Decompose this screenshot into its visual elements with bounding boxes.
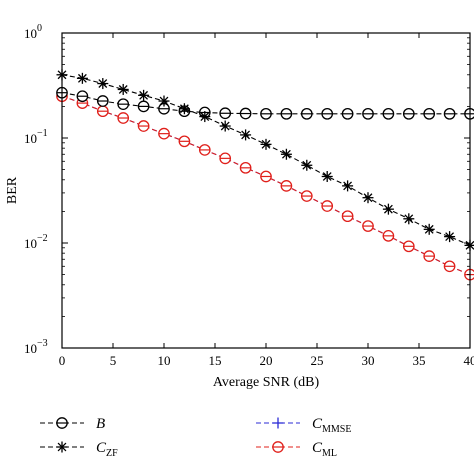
data-point-CML xyxy=(96,105,109,118)
legend-marker-CMMSE xyxy=(272,417,284,429)
legend-label-sub: ML xyxy=(322,448,337,459)
y-tick-exponent: −2 xyxy=(37,233,48,244)
data-point-CZF xyxy=(199,111,211,123)
x-tick-label: 35 xyxy=(413,353,426,368)
data-point-B xyxy=(280,107,293,120)
legend-label: CML xyxy=(312,440,337,459)
legend-label-main: B xyxy=(96,416,105,432)
data-point-CZF xyxy=(76,72,88,84)
x-axis-ticks: 0 5 10 15 20 25 30 35 40 xyxy=(59,33,474,368)
data-point-CML xyxy=(321,200,334,212)
data-point-B xyxy=(96,95,109,107)
data-point-CZF xyxy=(138,89,150,101)
x-tick-label: 20 xyxy=(260,353,273,368)
data-point-CML xyxy=(300,190,313,202)
data-point-B xyxy=(239,107,252,120)
data-point-B xyxy=(300,107,313,120)
data-point-CZF xyxy=(321,170,333,182)
data-point-CML xyxy=(137,120,150,132)
data-point-CML xyxy=(178,135,191,148)
data-point-CML xyxy=(260,170,272,183)
legend-item-B: B xyxy=(40,416,105,432)
data-point-B xyxy=(260,107,272,120)
data-point-CML xyxy=(158,127,170,140)
data-point-CZF xyxy=(423,223,435,235)
data-point-B xyxy=(158,102,170,115)
legend-marker-CZF xyxy=(56,441,68,453)
data-point-CZF xyxy=(444,231,456,243)
data-point-CML xyxy=(341,210,354,223)
y-tick-exponent: −1 xyxy=(37,128,48,139)
data-point-CML xyxy=(280,180,293,192)
x-tick-label: 10 xyxy=(158,353,171,368)
y-tick-exponent: 0 xyxy=(37,23,42,34)
x-tick-label: 25 xyxy=(311,353,324,368)
data-point-CZF xyxy=(178,103,190,115)
legend-label-sub: ZF xyxy=(106,448,118,459)
data-point-CML xyxy=(443,260,456,273)
data-point-CZF xyxy=(158,95,170,107)
data-point-CZF xyxy=(117,83,129,95)
legend-item-CMMSE: CMMSE xyxy=(256,416,351,435)
data-point-CML xyxy=(402,240,415,253)
data-point-B xyxy=(382,107,395,120)
data-point-CML xyxy=(239,161,252,174)
data-point-CML xyxy=(198,144,211,156)
data-point-B xyxy=(362,107,374,120)
y-axis-label: BER xyxy=(5,176,20,204)
data-point-B xyxy=(117,98,130,111)
data-point-CZF xyxy=(219,120,231,132)
data-point-CZF xyxy=(301,159,313,171)
legend-marker-CML xyxy=(272,441,284,453)
y-tick-exponent: −3 xyxy=(37,338,48,349)
series-B xyxy=(56,86,474,120)
data-point-B xyxy=(137,100,150,113)
data-point-CZF xyxy=(97,78,109,90)
data-point-CZF xyxy=(260,138,272,150)
data-point-CZF xyxy=(382,203,394,215)
data-point-B xyxy=(443,107,456,120)
legend-label-main: C xyxy=(312,416,323,432)
x-tick-label: 0 xyxy=(59,353,66,368)
legend-label-sub: MMSE xyxy=(322,424,351,435)
data-point-B xyxy=(76,90,89,103)
x-tick-label: 5 xyxy=(110,353,117,368)
data-point-CML xyxy=(382,229,395,242)
data-point-CZF xyxy=(362,192,374,204)
plot-area xyxy=(56,69,474,281)
x-tick-label: 40 xyxy=(464,353,474,368)
legend-label: B xyxy=(96,416,105,432)
legend-label-main: C xyxy=(96,440,107,456)
legend-marker-B xyxy=(56,417,68,429)
data-point-CML xyxy=(117,112,130,124)
data-point-CML xyxy=(362,220,374,232)
data-point-CZF xyxy=(342,180,354,192)
data-point-B xyxy=(423,107,436,120)
data-point-CZF xyxy=(240,129,252,141)
legend-label: CZF xyxy=(96,440,118,459)
legend-item-CML: CML xyxy=(256,440,337,459)
data-point-B xyxy=(402,107,415,120)
data-point-CZF xyxy=(280,148,292,160)
data-point-CML xyxy=(219,152,232,165)
data-point-CZF xyxy=(403,213,415,225)
data-point-B xyxy=(341,107,354,120)
data-point-CML xyxy=(423,250,436,262)
data-point-B xyxy=(219,107,232,120)
data-point-B xyxy=(321,107,334,120)
x-axis-label: Average SNR (dB) xyxy=(213,375,320,390)
legend-label: CMMSE xyxy=(312,416,351,435)
x-tick-label: 15 xyxy=(209,353,222,368)
legend-item-CZF: CZF xyxy=(40,440,118,459)
x-tick-label: 30 xyxy=(362,353,375,368)
legend-label-main: C xyxy=(312,440,323,456)
series-CZF xyxy=(56,69,474,251)
